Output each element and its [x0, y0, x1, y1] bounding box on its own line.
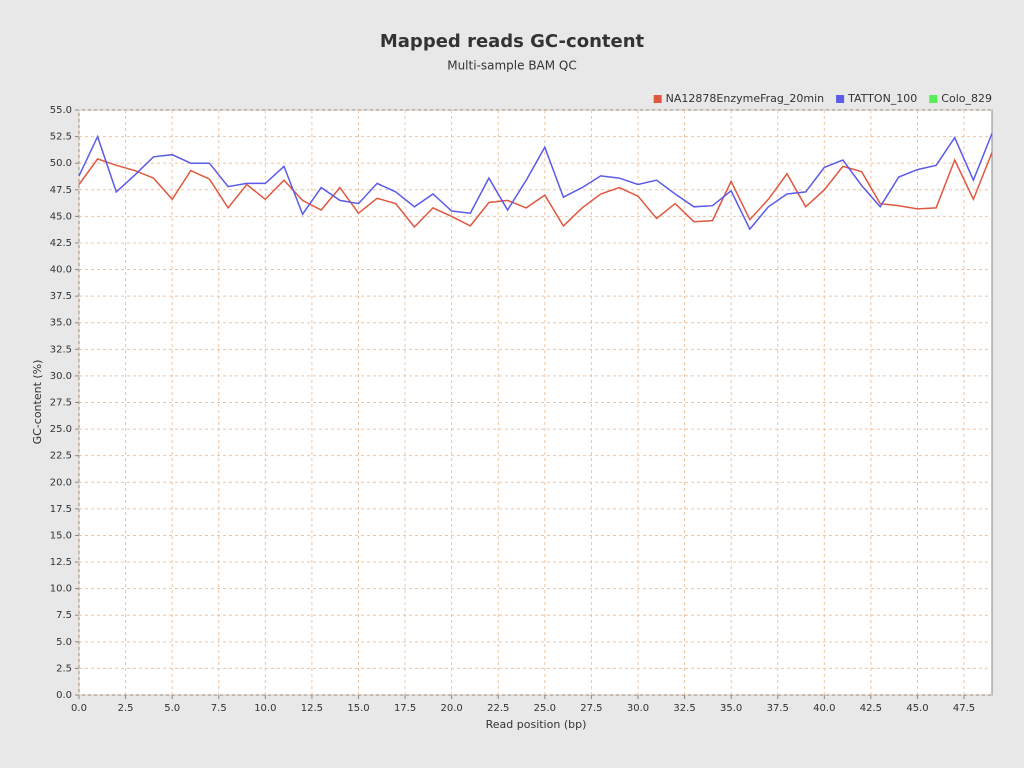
- y-tick-label: 12.5: [50, 557, 72, 568]
- y-tick-label: 5.0: [56, 637, 72, 648]
- legend-label: Colo_829: [941, 92, 992, 105]
- y-tick-label: 20.0: [50, 477, 72, 488]
- y-tick-label: 27.5: [50, 398, 72, 409]
- legend-label: NA12878EnzymeFrag_20min: [666, 92, 824, 105]
- chart-title: Mapped reads GC-content: [380, 31, 645, 52]
- y-tick-label: 37.5: [50, 291, 72, 302]
- y-tick-label: 15.0: [50, 530, 72, 541]
- x-tick-label: 22.5: [487, 703, 509, 714]
- legend-label: TATTON_100: [847, 92, 917, 105]
- y-tick-label: 0.0: [56, 690, 72, 701]
- series-line: [78, 152, 993, 229]
- x-tick-label: 47.5: [953, 703, 975, 714]
- legend-swatch: [653, 95, 662, 103]
- x-tick-label: 27.5: [580, 703, 602, 714]
- y-tick-label: 2.5: [56, 663, 72, 674]
- y-tick-label: 32.5: [50, 344, 72, 355]
- legend-swatch: [929, 95, 938, 103]
- y-tick-label: 52.5: [50, 132, 72, 143]
- y-tick-label: 50.0: [50, 158, 72, 169]
- x-tick-label: 30.0: [627, 703, 649, 714]
- y-tick-label: 35.0: [50, 318, 72, 329]
- y-tick-label: 22.5: [50, 451, 72, 462]
- x-tick-label: 20.0: [441, 703, 463, 714]
- y-tick-label: 25.0: [50, 424, 72, 435]
- y-tick-label: 17.5: [50, 504, 72, 515]
- legend-swatch: [836, 95, 845, 103]
- x-tick-label: 45.0: [906, 703, 928, 714]
- y-tick-label: 42.5: [50, 238, 72, 249]
- x-tick-label: 42.5: [860, 703, 882, 714]
- x-tick-label: 40.0: [813, 703, 835, 714]
- series-line: [78, 133, 993, 231]
- x-tick-label: 2.5: [118, 703, 134, 714]
- x-tick-label: 10.0: [254, 703, 276, 714]
- y-tick-label: 45.0: [50, 211, 72, 222]
- x-tick-label: 37.5: [767, 703, 789, 714]
- x-tick-label: 25.0: [534, 703, 556, 714]
- x-tick-label: 0.0: [71, 703, 87, 714]
- x-tick-label: 12.5: [301, 703, 323, 714]
- y-tick-label: 10.0: [50, 584, 72, 595]
- x-tick-label: 32.5: [673, 703, 695, 714]
- y-tick-label: 40.0: [50, 265, 72, 276]
- x-tick-label: 17.5: [394, 703, 416, 714]
- x-axis-label: Read position (bp): [486, 718, 587, 731]
- y-axis-label: GC-content (%): [31, 360, 44, 445]
- chart-subtitle: Multi-sample BAM QC: [447, 59, 577, 73]
- x-tick-label: 7.5: [211, 703, 227, 714]
- y-tick-label: 30.0: [50, 371, 72, 382]
- y-tick-label: 7.5: [56, 610, 72, 621]
- x-tick-label: 35.0: [720, 703, 742, 714]
- y-tick-label: 47.5: [50, 185, 72, 196]
- y-tick-label: 55.0: [50, 105, 72, 116]
- x-tick-label: 5.0: [164, 703, 180, 714]
- x-tick-label: 15.0: [347, 703, 369, 714]
